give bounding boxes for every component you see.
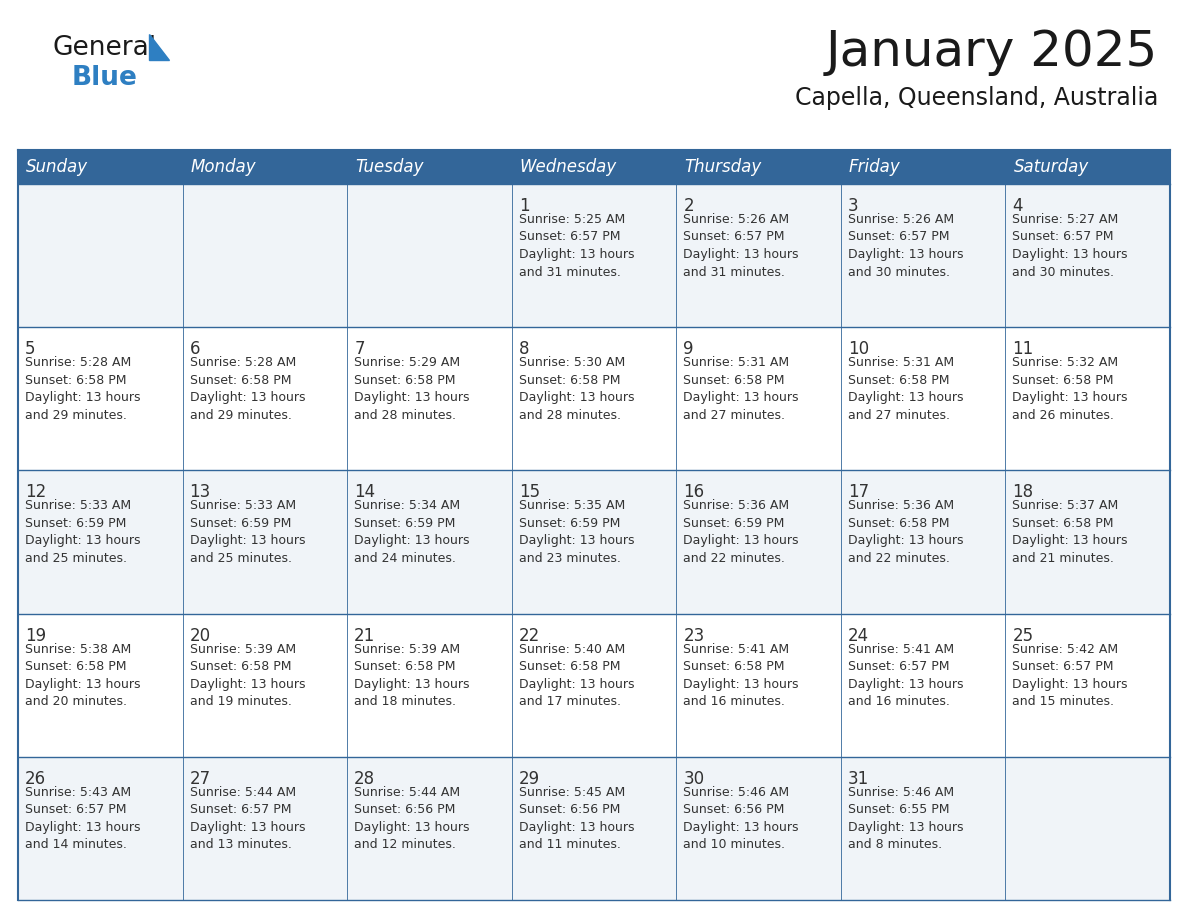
Text: Capella, Queensland, Australia: Capella, Queensland, Australia xyxy=(795,86,1158,110)
Text: Sunrise: 5:44 AM
Sunset: 6:57 PM
Daylight: 13 hours
and 13 minutes.: Sunrise: 5:44 AM Sunset: 6:57 PM Dayligh… xyxy=(190,786,305,851)
Text: 23: 23 xyxy=(683,627,704,644)
Text: 11: 11 xyxy=(1012,341,1034,358)
Text: General: General xyxy=(52,35,156,61)
Bar xyxy=(18,613,1170,756)
Text: Sunrise: 5:33 AM
Sunset: 6:59 PM
Daylight: 13 hours
and 25 minutes.: Sunrise: 5:33 AM Sunset: 6:59 PM Dayligh… xyxy=(190,499,305,565)
Text: Friday: Friday xyxy=(849,158,901,176)
Text: Sunrise: 5:46 AM
Sunset: 6:55 PM
Daylight: 13 hours
and 8 minutes.: Sunrise: 5:46 AM Sunset: 6:55 PM Dayligh… xyxy=(848,786,963,851)
Text: Sunrise: 5:41 AM
Sunset: 6:57 PM
Daylight: 13 hours
and 16 minutes.: Sunrise: 5:41 AM Sunset: 6:57 PM Dayligh… xyxy=(848,643,963,708)
Text: 20: 20 xyxy=(190,627,210,644)
Text: Sunrise: 5:34 AM
Sunset: 6:59 PM
Daylight: 13 hours
and 24 minutes.: Sunrise: 5:34 AM Sunset: 6:59 PM Dayligh… xyxy=(354,499,469,565)
Text: Saturday: Saturday xyxy=(1013,158,1088,176)
Text: Sunrise: 5:26 AM
Sunset: 6:57 PM
Daylight: 13 hours
and 30 minutes.: Sunrise: 5:26 AM Sunset: 6:57 PM Dayligh… xyxy=(848,213,963,278)
Text: 15: 15 xyxy=(519,484,539,501)
Text: 25: 25 xyxy=(1012,627,1034,644)
Text: 10: 10 xyxy=(848,341,868,358)
Text: 8: 8 xyxy=(519,341,529,358)
Text: 2: 2 xyxy=(683,197,694,215)
Bar xyxy=(18,756,1170,900)
Text: Sunrise: 5:37 AM
Sunset: 6:58 PM
Daylight: 13 hours
and 21 minutes.: Sunrise: 5:37 AM Sunset: 6:58 PM Dayligh… xyxy=(1012,499,1127,565)
Text: Sunrise: 5:41 AM
Sunset: 6:58 PM
Daylight: 13 hours
and 16 minutes.: Sunrise: 5:41 AM Sunset: 6:58 PM Dayligh… xyxy=(683,643,798,708)
Text: Sunrise: 5:32 AM
Sunset: 6:58 PM
Daylight: 13 hours
and 26 minutes.: Sunrise: 5:32 AM Sunset: 6:58 PM Dayligh… xyxy=(1012,356,1127,421)
Text: Sunrise: 5:26 AM
Sunset: 6:57 PM
Daylight: 13 hours
and 31 minutes.: Sunrise: 5:26 AM Sunset: 6:57 PM Dayligh… xyxy=(683,213,798,278)
Bar xyxy=(18,327,1170,470)
Text: Sunrise: 5:31 AM
Sunset: 6:58 PM
Daylight: 13 hours
and 27 minutes.: Sunrise: 5:31 AM Sunset: 6:58 PM Dayligh… xyxy=(848,356,963,421)
Text: Sunrise: 5:39 AM
Sunset: 6:58 PM
Daylight: 13 hours
and 19 minutes.: Sunrise: 5:39 AM Sunset: 6:58 PM Dayligh… xyxy=(190,643,305,708)
Text: Sunrise: 5:44 AM
Sunset: 6:56 PM
Daylight: 13 hours
and 12 minutes.: Sunrise: 5:44 AM Sunset: 6:56 PM Dayligh… xyxy=(354,786,469,851)
Text: Sunrise: 5:31 AM
Sunset: 6:58 PM
Daylight: 13 hours
and 27 minutes.: Sunrise: 5:31 AM Sunset: 6:58 PM Dayligh… xyxy=(683,356,798,421)
Text: 30: 30 xyxy=(683,770,704,788)
Text: 12: 12 xyxy=(25,484,46,501)
Text: Sunrise: 5:33 AM
Sunset: 6:59 PM
Daylight: 13 hours
and 25 minutes.: Sunrise: 5:33 AM Sunset: 6:59 PM Dayligh… xyxy=(25,499,140,565)
Text: 16: 16 xyxy=(683,484,704,501)
Text: 4: 4 xyxy=(1012,197,1023,215)
Text: Sunrise: 5:39 AM
Sunset: 6:58 PM
Daylight: 13 hours
and 18 minutes.: Sunrise: 5:39 AM Sunset: 6:58 PM Dayligh… xyxy=(354,643,469,708)
Text: 1: 1 xyxy=(519,197,530,215)
Bar xyxy=(18,470,1170,613)
Text: Sunrise: 5:38 AM
Sunset: 6:58 PM
Daylight: 13 hours
and 20 minutes.: Sunrise: 5:38 AM Sunset: 6:58 PM Dayligh… xyxy=(25,643,140,708)
Text: January 2025: January 2025 xyxy=(826,28,1158,76)
Text: 7: 7 xyxy=(354,341,365,358)
Text: Wednesday: Wednesday xyxy=(519,158,617,176)
Text: 6: 6 xyxy=(190,341,200,358)
Text: Sunrise: 5:30 AM
Sunset: 6:58 PM
Daylight: 13 hours
and 28 minutes.: Sunrise: 5:30 AM Sunset: 6:58 PM Dayligh… xyxy=(519,356,634,421)
Text: 28: 28 xyxy=(354,770,375,788)
Text: Sunday: Sunday xyxy=(26,158,88,176)
Text: Sunrise: 5:43 AM
Sunset: 6:57 PM
Daylight: 13 hours
and 14 minutes.: Sunrise: 5:43 AM Sunset: 6:57 PM Dayligh… xyxy=(25,786,140,851)
Text: Sunrise: 5:40 AM
Sunset: 6:58 PM
Daylight: 13 hours
and 17 minutes.: Sunrise: 5:40 AM Sunset: 6:58 PM Dayligh… xyxy=(519,643,634,708)
Text: Sunrise: 5:46 AM
Sunset: 6:56 PM
Daylight: 13 hours
and 10 minutes.: Sunrise: 5:46 AM Sunset: 6:56 PM Dayligh… xyxy=(683,786,798,851)
Text: 3: 3 xyxy=(848,197,859,215)
Text: 29: 29 xyxy=(519,770,539,788)
Text: 18: 18 xyxy=(1012,484,1034,501)
Bar xyxy=(18,150,1170,184)
Polygon shape xyxy=(148,34,169,60)
Text: Sunrise: 5:25 AM
Sunset: 6:57 PM
Daylight: 13 hours
and 31 minutes.: Sunrise: 5:25 AM Sunset: 6:57 PM Dayligh… xyxy=(519,213,634,278)
Text: 24: 24 xyxy=(848,627,868,644)
Text: 14: 14 xyxy=(354,484,375,501)
Text: 9: 9 xyxy=(683,341,694,358)
Text: 13: 13 xyxy=(190,484,210,501)
Text: 21: 21 xyxy=(354,627,375,644)
Text: 5: 5 xyxy=(25,341,36,358)
Text: Sunrise: 5:27 AM
Sunset: 6:57 PM
Daylight: 13 hours
and 30 minutes.: Sunrise: 5:27 AM Sunset: 6:57 PM Dayligh… xyxy=(1012,213,1127,278)
Text: Thursday: Thursday xyxy=(684,158,762,176)
Text: 22: 22 xyxy=(519,627,541,644)
Text: Sunrise: 5:28 AM
Sunset: 6:58 PM
Daylight: 13 hours
and 29 minutes.: Sunrise: 5:28 AM Sunset: 6:58 PM Dayligh… xyxy=(25,356,140,421)
Text: 17: 17 xyxy=(848,484,868,501)
Text: 31: 31 xyxy=(848,770,870,788)
Text: Sunrise: 5:35 AM
Sunset: 6:59 PM
Daylight: 13 hours
and 23 minutes.: Sunrise: 5:35 AM Sunset: 6:59 PM Dayligh… xyxy=(519,499,634,565)
Text: Tuesday: Tuesday xyxy=(355,158,424,176)
Text: Blue: Blue xyxy=(72,65,138,91)
Text: Sunrise: 5:29 AM
Sunset: 6:58 PM
Daylight: 13 hours
and 28 minutes.: Sunrise: 5:29 AM Sunset: 6:58 PM Dayligh… xyxy=(354,356,469,421)
Text: 19: 19 xyxy=(25,627,46,644)
Text: Sunrise: 5:36 AM
Sunset: 6:59 PM
Daylight: 13 hours
and 22 minutes.: Sunrise: 5:36 AM Sunset: 6:59 PM Dayligh… xyxy=(683,499,798,565)
Text: Sunrise: 5:36 AM
Sunset: 6:58 PM
Daylight: 13 hours
and 22 minutes.: Sunrise: 5:36 AM Sunset: 6:58 PM Dayligh… xyxy=(848,499,963,565)
Text: Monday: Monday xyxy=(190,158,257,176)
Text: Sunrise: 5:42 AM
Sunset: 6:57 PM
Daylight: 13 hours
and 15 minutes.: Sunrise: 5:42 AM Sunset: 6:57 PM Dayligh… xyxy=(1012,643,1127,708)
Text: 26: 26 xyxy=(25,770,46,788)
Text: 27: 27 xyxy=(190,770,210,788)
Text: Sunrise: 5:28 AM
Sunset: 6:58 PM
Daylight: 13 hours
and 29 minutes.: Sunrise: 5:28 AM Sunset: 6:58 PM Dayligh… xyxy=(190,356,305,421)
Text: Sunrise: 5:45 AM
Sunset: 6:56 PM
Daylight: 13 hours
and 11 minutes.: Sunrise: 5:45 AM Sunset: 6:56 PM Dayligh… xyxy=(519,786,634,851)
Bar xyxy=(18,184,1170,327)
